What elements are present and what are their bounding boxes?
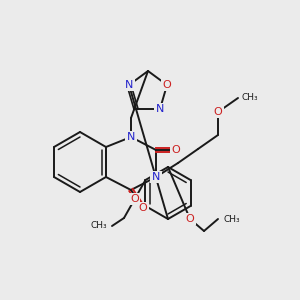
Text: O: O	[214, 107, 222, 117]
Text: O: O	[172, 145, 180, 155]
Text: N: N	[125, 80, 133, 90]
Text: O: O	[130, 194, 139, 204]
Text: O: O	[139, 203, 147, 213]
Text: CH₃: CH₃	[90, 221, 107, 230]
Text: O: O	[186, 214, 194, 224]
Text: N: N	[152, 172, 160, 182]
Text: N: N	[156, 104, 164, 114]
Text: CH₃: CH₃	[241, 94, 258, 103]
Text: N: N	[127, 132, 135, 142]
Text: CH₃: CH₃	[223, 214, 240, 224]
Text: O: O	[163, 80, 171, 90]
